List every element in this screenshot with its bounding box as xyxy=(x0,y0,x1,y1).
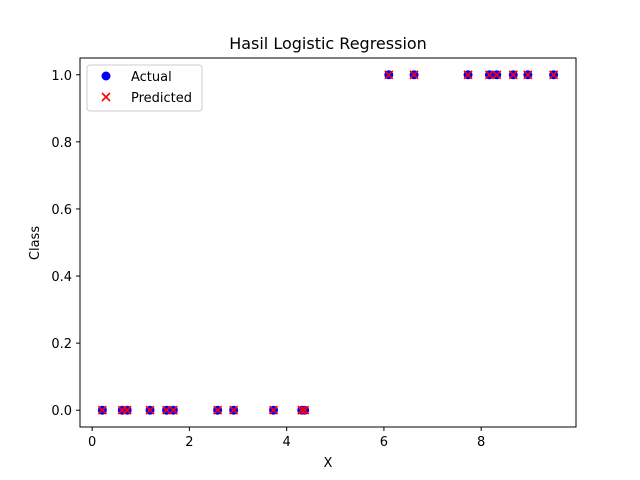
legend-predicted-label: Predicted xyxy=(131,91,192,106)
predicted-point xyxy=(492,70,502,80)
predicted-point xyxy=(523,70,533,80)
x-tick-label: 2 xyxy=(185,435,193,450)
predicted-point xyxy=(229,405,239,415)
axis-ticks: 0 2 4 6 8 0.0 0.2 0.4 0.6 0.8 1.0 xyxy=(51,69,485,450)
y-axis-label: Class xyxy=(28,226,43,260)
predicted-point xyxy=(549,70,559,80)
predicted-point xyxy=(297,405,307,415)
predicted-point xyxy=(97,405,107,415)
x-tick-label: 4 xyxy=(283,435,291,450)
x-axis-label: X xyxy=(324,456,333,471)
plot-frame xyxy=(79,57,577,428)
x-tick-label: 8 xyxy=(477,435,485,450)
predicted-point xyxy=(300,405,310,415)
y-tick-label: 0.0 xyxy=(51,404,72,419)
y-tick-label: 0.6 xyxy=(51,203,72,218)
predicted-point xyxy=(508,70,518,80)
x-tick-label: 6 xyxy=(380,435,388,450)
predicted-point xyxy=(484,70,495,80)
y-tick-label: 0.2 xyxy=(51,337,72,352)
x-tick-label: 0 xyxy=(88,435,96,450)
legend-actual-label: Actual xyxy=(131,70,172,85)
predicted-point xyxy=(384,70,394,80)
predicted-point xyxy=(161,405,172,415)
predicted-point xyxy=(463,70,473,80)
predicted-point xyxy=(168,405,178,415)
predicted-point xyxy=(409,70,419,80)
legend-predicted-marker xyxy=(101,92,111,102)
y-tick-label: 0.4 xyxy=(51,270,72,285)
data-marks xyxy=(97,70,559,415)
predicted-point xyxy=(213,405,223,415)
predicted-point xyxy=(122,405,132,415)
chart-title: Hasil Logistic Regression xyxy=(229,34,427,53)
predicted-point xyxy=(145,405,155,415)
legend-box xyxy=(86,64,203,112)
legend-actual-marker xyxy=(101,71,111,81)
predicted-point xyxy=(268,405,279,415)
legend: Actual Predicted xyxy=(86,64,203,112)
y-tick-label: 1.0 xyxy=(51,69,72,84)
y-tick-label: 0.8 xyxy=(51,136,72,151)
